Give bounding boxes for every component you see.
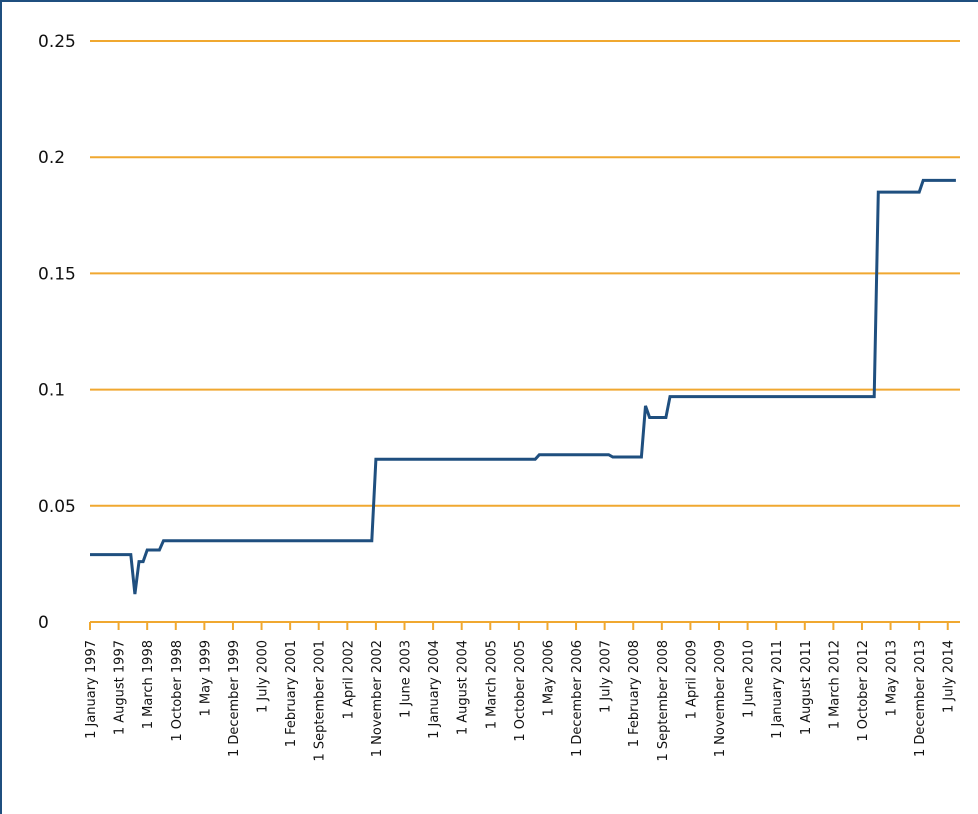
x-tick-label: 1 March 2012: [827, 640, 842, 729]
x-tick-label: 1 March 2005: [484, 640, 499, 729]
x-tick-label: 1 November 2002: [370, 640, 385, 757]
x-tick-label: 1 October 2012: [856, 640, 871, 742]
x-tick-label: 1 February 2001: [284, 640, 299, 747]
x-tick-label: 1 August 1997: [113, 640, 128, 735]
x-tick-label: 1 April 2009: [684, 640, 699, 719]
x-tick-label: 1 November 2009: [713, 640, 728, 757]
x-tick-label: 1 February 2008: [627, 640, 642, 747]
x-tick-label: 1 August 2011: [799, 640, 814, 735]
y-tick-label: 0.2: [38, 148, 65, 168]
x-tick-label: 1 January 1997: [84, 640, 99, 739]
x-tick-label: 1 December 2013: [913, 640, 928, 757]
series-line: [90, 178, 956, 595]
y-tick-label: 0.25: [38, 32, 76, 52]
x-tick-label: 1 May 2013: [885, 640, 900, 717]
x-tick-label: 1 June 2003: [399, 640, 414, 718]
y-tick-label: 0.05: [38, 497, 76, 517]
x-tick-label: 1 May 1999: [198, 640, 213, 717]
y-tick-label: 0.15: [38, 264, 76, 284]
x-tick-label: 1 October 2005: [513, 640, 528, 742]
x-tick-label: 1 October 1998: [170, 640, 185, 742]
x-tick-label: 1 July 2007: [599, 640, 614, 713]
x-tick-label: 1 December 1999: [227, 640, 242, 757]
y-tick-label: 0.1: [38, 381, 65, 401]
x-tick-label: 1 July 2014: [942, 640, 957, 713]
x-tick-label: 1 June 2010: [742, 640, 757, 718]
x-tick-label: 1 August 2004: [456, 640, 471, 735]
x-tick-label: 1 December 2006: [570, 640, 585, 757]
x-tick-label: 1 July 2000: [256, 640, 271, 713]
x-tick-label: 1 January 2004: [427, 640, 442, 739]
x-tick-label: 1 March 1998: [141, 640, 156, 729]
x-tick-label: 1 January 2011: [770, 640, 785, 739]
y-tick-label: 0: [38, 613, 49, 633]
x-tick-label: 1 September 2008: [656, 640, 671, 761]
x-tick-label: 1 April 2002: [341, 640, 356, 719]
x-tick-label: 1 May 2006: [541, 640, 556, 717]
x-tick-label: 1 September 2001: [313, 640, 328, 761]
